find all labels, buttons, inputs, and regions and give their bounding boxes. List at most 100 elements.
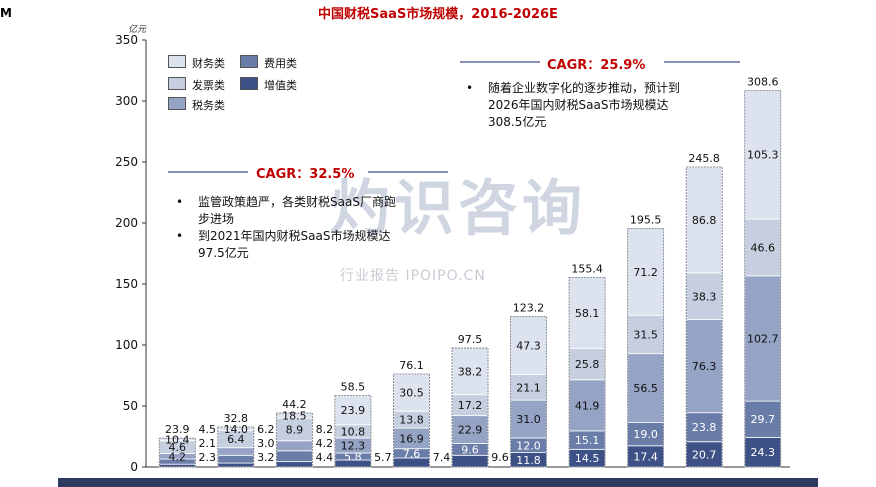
bar-side-label: 2.3 <box>199 451 217 464</box>
bar-total-label: 44.2 <box>282 398 307 411</box>
bar-side-label: 3.2 <box>257 451 275 464</box>
bar-segment <box>334 395 372 426</box>
bar-value-label: 12.3 <box>341 439 366 452</box>
bar-value-label: 19.0 <box>633 428 658 441</box>
bar-value-label: 38.3 <box>692 290 717 303</box>
bar-value-label: 5.8 <box>344 451 362 464</box>
chart-title: 中国财税SaaS市场规模，2016-2026E <box>318 7 558 22</box>
bar-value-label: 15.1 <box>575 434 600 447</box>
bar-segment <box>627 353 665 423</box>
bar-total-label: 58.5 <box>341 381 366 394</box>
bar-segment <box>568 277 606 349</box>
bar-value-label: 47.3 <box>516 340 541 353</box>
legend-item-value-added: 增值类 <box>240 77 297 93</box>
y-tick-label: 50 <box>123 399 138 413</box>
bar-outline <box>510 316 547 468</box>
cagr-right: CAGR：25.9% <box>547 58 646 73</box>
bar-outline <box>568 277 606 468</box>
bar-value-label: 86.8 <box>692 214 717 227</box>
bar-segment <box>568 379 606 432</box>
bar-segment <box>217 462 255 468</box>
bar-value-label: 56.5 <box>633 382 658 395</box>
bar-outline <box>217 426 255 468</box>
bar-value-label: 31.0 <box>516 413 541 426</box>
bar-outline <box>334 395 372 468</box>
bar-value-label: 18.5 <box>282 410 307 423</box>
unit-label: 亿元 <box>128 25 147 35</box>
legend-item-finance: 财务类 <box>168 55 225 71</box>
bar-value-label: 10.8 <box>341 425 366 438</box>
bar-outline <box>744 90 782 468</box>
bar-outline <box>685 166 723 468</box>
legend-swatch <box>168 77 186 90</box>
bar-value-label: 4.6 <box>169 441 187 454</box>
bar-value-label: 6.4 <box>227 433 245 446</box>
bar-total-label: 155.4 <box>571 262 603 275</box>
bar-segment <box>158 463 196 468</box>
bar-value-label: 46.6 <box>750 241 775 254</box>
bar-side-label: 4.4 <box>316 451 334 464</box>
y-tick-label: 200 <box>115 216 138 230</box>
y-tick-label: 0 <box>130 460 138 474</box>
bar-value-label: 23.8 <box>692 421 717 434</box>
bar-side-label: 9.6 <box>491 451 509 464</box>
bar-value-label: 17.4 <box>633 450 658 463</box>
legend-item-expense: 费用类 <box>240 55 297 71</box>
bar-value-label: 23.9 <box>341 404 366 417</box>
watermark-logo: 灼识咨询 <box>330 174 586 244</box>
bar-value-label: 58.1 <box>575 307 600 320</box>
legend-swatch <box>240 55 258 68</box>
bar-value-label: 29.7 <box>750 413 775 426</box>
bar-value-label: 21.1 <box>516 381 541 394</box>
bar-value-label: 9.6 <box>461 443 479 456</box>
bar-value-label: 41.9 <box>575 399 600 412</box>
bar-side-label: 4.5 <box>199 423 217 436</box>
bar-side-label: 3.0 <box>257 437 275 450</box>
bar-value-label: 76.3 <box>692 360 717 373</box>
legend-item-tax: 税务类 <box>168 97 225 113</box>
bar-segment <box>685 319 723 414</box>
y-tick-label: 250 <box>115 155 138 169</box>
bar-total-label: 32.8 <box>224 412 249 425</box>
legend-swatch <box>168 55 186 68</box>
bar-total-label: 97.5 <box>458 333 483 346</box>
bar-value-label: 30.5 <box>399 387 424 400</box>
bar-value-label: 38.2 <box>458 365 483 378</box>
bar-side-label: 8.2 <box>316 423 334 436</box>
bar-value-label: 13.8 <box>399 414 424 427</box>
cagr-left: CAGR：32.5% <box>256 167 355 182</box>
bar-value-label: 71.2 <box>633 266 658 279</box>
bar-segment <box>451 347 489 396</box>
bar-value-label: 17.2 <box>458 399 483 412</box>
bar-value-label: 22.9 <box>458 424 483 437</box>
bar-segment <box>627 227 665 316</box>
bar-total-label: 23.9 <box>165 423 190 436</box>
bar-value-label: 20.7 <box>692 448 717 461</box>
bar-outline <box>158 437 196 468</box>
bar-outline <box>451 347 489 468</box>
bar-value-label: 7.6 <box>403 447 421 460</box>
footer-bar <box>58 478 818 487</box>
y-tick-label: 300 <box>115 94 138 108</box>
bar-total-label: 308.6 <box>747 76 779 89</box>
bar-side-label: 7.4 <box>433 451 451 464</box>
bar-value-label: 24.3 <box>750 446 775 459</box>
bar-value-label: 10.4 <box>165 433 190 446</box>
note-right: • 随着企业数字化的逐步推动，预计到 2026年国内财税SaaS市场规模达 308… <box>466 81 681 129</box>
bar-segment <box>275 450 313 463</box>
bar-value-label: 31.5 <box>633 328 658 341</box>
bar-value-label: 4.2 <box>169 450 187 463</box>
bar-segment <box>451 415 489 444</box>
bar-total-label: 245.8 <box>688 152 720 165</box>
bar-value-label: 14.0 <box>224 423 249 436</box>
note-left: • 监管政策趋严，各类财税SaaS厂商跑 步进场 • 到2021年国内财税SaaS市… <box>176 195 396 260</box>
bar-segment <box>393 373 430 412</box>
bar-segment <box>627 314 665 355</box>
corner-tag: M <box>0 6 12 20</box>
legend-swatch <box>240 77 258 90</box>
y-tick-label: 100 <box>115 338 138 352</box>
bar-total-label: 195.5 <box>630 213 662 226</box>
bar-value-label: 16.9 <box>399 432 424 445</box>
